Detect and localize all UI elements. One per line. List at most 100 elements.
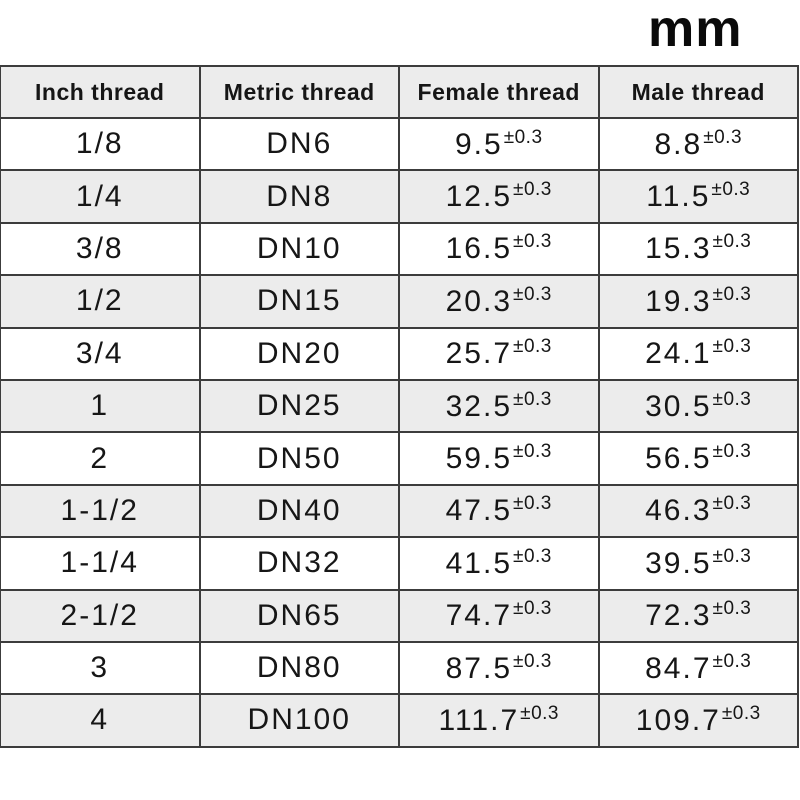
cell-male-thread: 15.3±0.3 [597, 221, 799, 277]
cell-inch-thread: 1-1/2 [0, 483, 201, 539]
cell-female-thread: 87.5±0.3 [398, 640, 600, 696]
table-row: 1 DN25 32.5±0.3 30.5±0.3 [0, 378, 799, 434]
cell-metric-thread: DN6 [198, 116, 400, 172]
male-value: 24.1 [645, 337, 712, 371]
table-row: 3/8 DN10 16.5±0.3 15.3±0.3 [0, 221, 799, 277]
cell-male-thread: 11.5±0.3 [597, 169, 799, 224]
inch-value: 1/8 [75, 127, 124, 161]
tolerance-superscript: ±0.3 [513, 231, 552, 253]
tolerance-superscript: ±0.3 [520, 702, 559, 724]
cell-metric-thread: DN80 [198, 640, 400, 696]
female-value: 41.5 [445, 546, 513, 580]
cell-female-thread: 25.7±0.3 [398, 326, 600, 381]
cell-female-thread: 16.5±0.3 [398, 221, 600, 277]
metric-value: DN15 [256, 284, 342, 318]
col-header-inch-thread: Inch thread [0, 65, 201, 119]
male-value: 15.3 [645, 232, 712, 266]
metric-value: DN50 [256, 441, 342, 475]
cell-male-thread: 56.5±0.3 [597, 431, 799, 486]
col-header-male-thread: Male thread [597, 65, 799, 119]
cell-female-thread: 20.3±0.3 [398, 274, 600, 329]
table-row: 1-1/4 DN32 41.5±0.3 39.5±0.3 [0, 536, 799, 591]
cell-inch-thread: 1/4 [0, 169, 201, 224]
table-body: 1/8 DN6 9.5±0.3 8.8±0.3 1/4 DN8 12.5±0.3… [0, 116, 799, 748]
table-row: 2 DN50 59.5±0.3 56.5±0.3 [0, 431, 799, 486]
tolerance-superscript: ±0.3 [712, 388, 752, 410]
cell-male-thread: 24.1±0.3 [597, 326, 799, 381]
cell-female-thread: 41.5±0.3 [398, 536, 600, 591]
metric-value: DN100 [247, 703, 351, 737]
tolerance-superscript: ±0.3 [513, 598, 552, 620]
cell-male-thread: 46.3±0.3 [597, 483, 799, 539]
female-value: 20.3 [445, 284, 513, 318]
metric-value: DN10 [256, 231, 342, 265]
cell-male-thread: 109.7±0.3 [597, 693, 799, 748]
table-row: 3 DN80 87.5±0.3 84.7±0.3 [0, 640, 799, 696]
header-row: Inch thread Metric thread Female thread … [0, 65, 799, 119]
tolerance-superscript: ±0.3 [712, 231, 752, 253]
male-value: 11.5 [646, 180, 711, 214]
table-row: 1/4 DN8 12.5±0.3 11.5±0.3 [0, 169, 799, 224]
tolerance-superscript: ±0.3 [513, 441, 552, 463]
cell-female-thread: 9.5±0.3 [398, 116, 600, 172]
metric-value: DN8 [266, 179, 333, 213]
cell-female-thread: 59.5±0.3 [398, 431, 600, 486]
male-value: 109.7 [635, 703, 721, 737]
female-value: 32.5 [445, 389, 513, 423]
male-value: 30.5 [645, 389, 712, 423]
tolerance-superscript: ±0.3 [513, 545, 552, 567]
female-value: 25.7 [445, 337, 513, 371]
cell-metric-thread: DN50 [198, 431, 400, 486]
male-value: 8.8 [654, 127, 703, 161]
metric-value: DN25 [256, 389, 342, 423]
cell-metric-thread: DN10 [198, 221, 400, 277]
inch-value: 2 [90, 441, 110, 475]
thread-spec-table: Inch thread Metric thread Female thread … [0, 65, 799, 748]
cell-inch-thread: 1/2 [0, 274, 201, 329]
metric-value: DN6 [266, 127, 333, 161]
female-value: 74.7 [445, 599, 513, 633]
female-value: 59.5 [445, 442, 513, 476]
cell-female-thread: 12.5±0.3 [398, 169, 600, 224]
female-value: 47.5 [445, 494, 513, 528]
inch-value: 4 [90, 703, 110, 737]
tolerance-superscript: ±0.3 [513, 179, 552, 201]
cell-metric-thread: DN15 [198, 274, 400, 329]
male-value: 84.7 [645, 651, 712, 685]
tolerance-superscript: ±0.3 [712, 493, 752, 515]
tolerance-superscript: ±0.3 [712, 650, 752, 672]
cell-inch-thread: 1-1/4 [0, 536, 201, 591]
cell-inch-thread: 3/4 [0, 326, 201, 381]
cell-metric-thread: DN65 [198, 588, 400, 643]
cell-inch-thread: 1 [0, 378, 201, 434]
cell-female-thread: 47.5±0.3 [398, 483, 600, 539]
inch-value: 3/8 [75, 231, 124, 265]
table-row: 3/4 DN20 25.7±0.3 24.1±0.3 [0, 326, 799, 381]
male-value: 46.3 [645, 494, 712, 528]
metric-value: DN40 [256, 493, 342, 527]
inch-value: 3 [90, 651, 110, 685]
col-header-female-thread: Female thread [398, 65, 600, 119]
cell-inch-thread: 2-1/2 [0, 588, 201, 643]
metric-value: DN32 [256, 546, 342, 580]
tolerance-superscript: ±0.3 [712, 598, 752, 620]
tolerance-superscript: ±0.3 [711, 179, 751, 201]
cell-metric-thread: DN32 [198, 536, 400, 591]
table-row: 1/8 DN6 9.5±0.3 8.8±0.3 [0, 116, 799, 172]
inch-value: 1/4 [75, 179, 124, 213]
male-value: 56.5 [645, 442, 712, 476]
cell-metric-thread: DN100 [198, 693, 400, 748]
unit-label: mm [648, 0, 743, 58]
table-row: 1/2 DN15 20.3±0.3 19.3±0.3 [0, 274, 799, 329]
tolerance-superscript: ±0.3 [721, 702, 761, 724]
cell-male-thread: 30.5±0.3 [597, 378, 799, 434]
cell-female-thread: 32.5±0.3 [398, 378, 600, 434]
tolerance-superscript: ±0.3 [712, 545, 752, 567]
tolerance-superscript: ±0.3 [513, 650, 552, 672]
table-header: Inch thread Metric thread Female thread … [0, 65, 799, 119]
cell-metric-thread: DN20 [198, 326, 400, 381]
cell-male-thread: 39.5±0.3 [597, 536, 799, 591]
inch-value: 1 [90, 389, 110, 423]
cell-female-thread: 111.7±0.3 [398, 693, 600, 748]
table-row: 2-1/2 DN65 74.7±0.3 72.3±0.3 [0, 588, 799, 643]
